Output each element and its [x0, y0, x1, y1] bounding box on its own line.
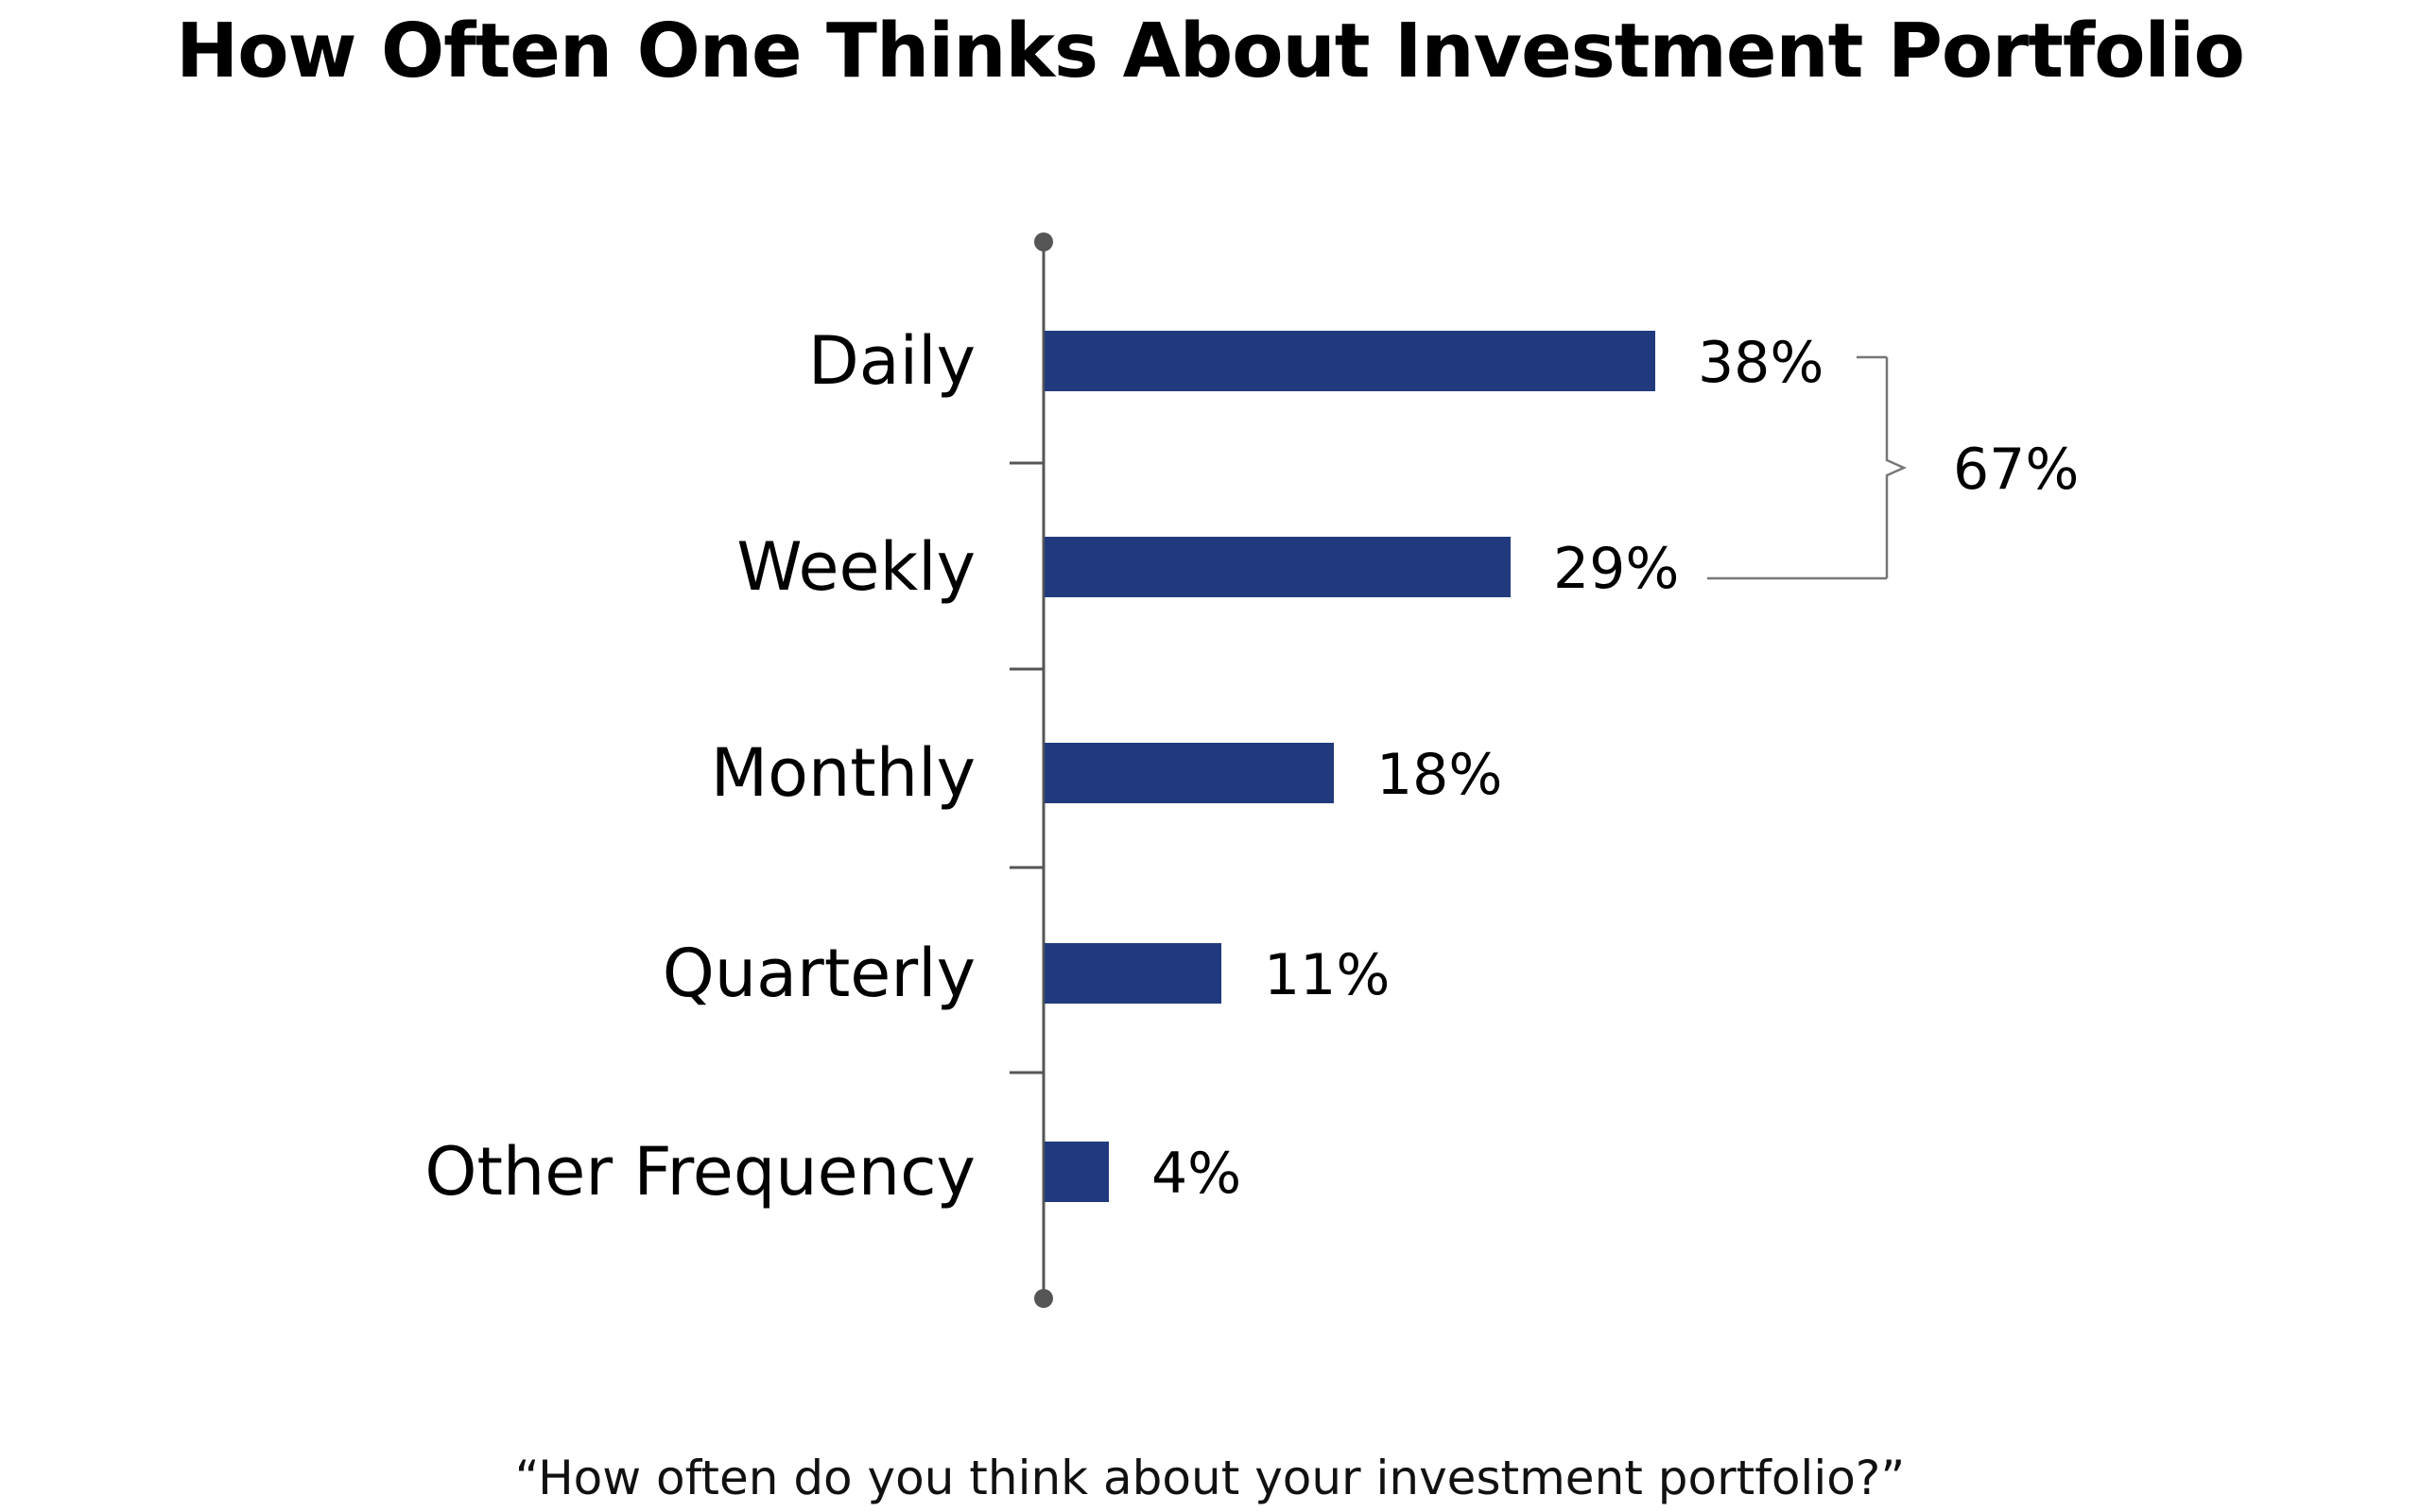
bar-daily: [1045, 331, 1655, 391]
y-axis-bottom-dot: [1034, 1289, 1053, 1308]
bars-layer: [1045, 331, 1655, 1202]
category-label: Monthly: [711, 734, 976, 812]
bar-quarterly: [1045, 943, 1221, 1004]
value-label: 11%: [1264, 942, 1390, 1008]
category-label: Daily: [808, 322, 976, 400]
bracket-spine: [1885, 357, 1908, 578]
value-label: 38%: [1698, 330, 1824, 396]
bracket-label: 67%: [1953, 437, 2079, 503]
value-label: 18%: [1376, 742, 1502, 808]
chart-title: How Often One Thinks About Investment Po…: [176, 8, 2245, 94]
bar-other-frequency: [1045, 1142, 1109, 1202]
value-label: 4%: [1151, 1141, 1241, 1207]
axis-layer: [1010, 232, 1053, 1308]
annotation-layer: 67%: [1707, 355, 2079, 580]
labels-layer: Daily 38% Weekly 29% Monthly 18% Quarterly 11% O…: [424, 322, 1824, 1211]
value-label: 29%: [1553, 536, 1679, 602]
bar-monthly: [1045, 743, 1334, 803]
category-label: Other Frequency: [424, 1133, 976, 1211]
y-axis-top-dot: [1034, 232, 1053, 251]
bar-weekly: [1045, 537, 1511, 597]
category-label: Quarterly: [663, 935, 976, 1012]
category-label: Weekly: [736, 528, 976, 606]
chart-caption: “How often do you think about your inves…: [514, 1451, 1906, 1505]
